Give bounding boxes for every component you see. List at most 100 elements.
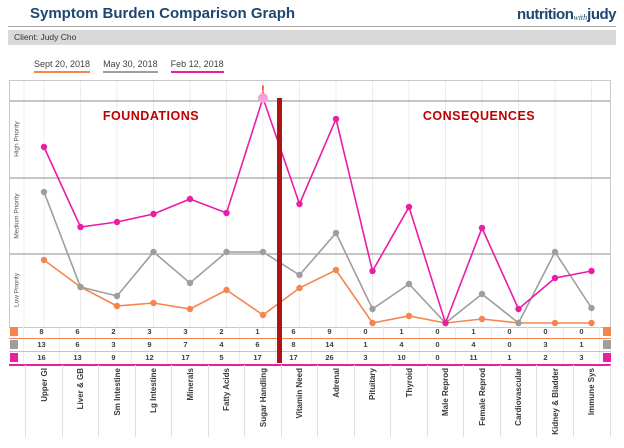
axis-label: Sm Intestine — [112, 368, 122, 416]
value-cell: 6 — [239, 339, 275, 351]
axis-cell: Vitamin Need — [280, 365, 318, 437]
value-cell: 17 — [167, 352, 203, 364]
row-color-swatch — [10, 327, 18, 336]
axis-cell: Immune Sys — [572, 365, 611, 437]
value-cell: 12 — [131, 352, 167, 364]
axis-cell: Male Reprod — [426, 365, 464, 437]
axis-label: Immune Sys — [587, 368, 596, 416]
page-title: Symptom Burden Comparison Graph — [30, 5, 296, 22]
axis-label: Cardiovascular — [514, 368, 523, 426]
value-cell: 6 — [275, 326, 311, 338]
value-cell: 0 — [491, 326, 527, 338]
value-cell: 13 — [23, 339, 59, 351]
axis-cell: Sugar Handling — [244, 365, 281, 437]
value-cell: 1 — [347, 339, 383, 351]
row-color-swatch — [603, 327, 611, 336]
value-cell: 13 — [59, 352, 95, 364]
chart-svg: ! — [10, 81, 610, 327]
nutrition-with-judy-logo: nutritionwithjudy — [517, 6, 616, 24]
axis-cell: Fatty Acids — [207, 365, 245, 437]
value-cell: 3 — [563, 352, 600, 364]
axis-cell: Female Reprod — [463, 365, 500, 437]
table-cells: 16 13 9 12 17 5 17 17 26 3 10 0 11 1 2 3 — [23, 352, 600, 364]
value-cell: 0 — [347, 326, 383, 338]
value-cell: 0 — [419, 326, 455, 338]
row-color-swatch — [10, 340, 18, 349]
axis-cell: Thyroid — [390, 365, 427, 437]
value-cell: 7 — [167, 339, 203, 351]
legend-item-may: May 30, 2018 — [103, 59, 158, 73]
axis-label: Minerals — [185, 368, 195, 401]
y-band-label-medium: Medium Priority — [13, 193, 21, 239]
axis-cell: Cardiovascular — [499, 365, 537, 437]
row-color-swatch — [10, 353, 18, 362]
value-cell: 2 — [203, 326, 239, 338]
value-cell: 2 — [95, 326, 131, 338]
axis-cell: Lg Intestine — [134, 365, 172, 437]
value-cell: 3 — [167, 326, 203, 338]
value-cell: 4 — [203, 339, 239, 351]
value-cell: 14 — [311, 339, 347, 351]
axis-label: Vitamin Need — [295, 368, 304, 419]
value-cell: 1 — [491, 352, 527, 364]
value-cell: 16 — [23, 352, 59, 364]
value-cell: 3 — [347, 352, 383, 364]
table-cells: 13 6 3 9 7 4 6 8 14 1 4 0 4 0 3 1 — [23, 339, 600, 351]
axis-label: Upper GI — [39, 368, 49, 402]
value-cell: 17 — [275, 352, 311, 364]
value-cell: 6 — [59, 326, 95, 338]
value-table: 8 6 2 3 3 2 1 6 9 0 1 0 1 0 0 0 13 6 3 9 7 4 6 8 14 1 4 0 4 0 3 1 16 13 9 1… — [9, 326, 611, 366]
value-cell: 11 — [455, 352, 491, 364]
foundations-consequences-divider — [277, 98, 282, 363]
axis-label: Liver & GB — [76, 368, 85, 410]
value-cell: 9 — [131, 339, 167, 351]
series-0 — [40, 256, 595, 327]
value-cell: 4 — [383, 339, 419, 351]
value-cell: 9 — [95, 352, 131, 364]
value-cell: 1 — [455, 326, 491, 338]
value-cell: 0 — [527, 326, 563, 338]
value-cell: 8 — [275, 339, 311, 351]
axis-cell: Pituitary — [353, 365, 391, 437]
table-row-2: 16 13 9 12 17 5 17 17 26 3 10 0 11 1 2 3 — [9, 352, 611, 366]
axis-label: Thyroid — [404, 368, 414, 398]
value-cell: 0 — [419, 339, 455, 351]
y-band-label-low: Low Priority — [13, 273, 21, 307]
row-color-swatch — [603, 340, 611, 349]
value-cell: 1 — [239, 326, 275, 338]
chart-plot-area: ! High Priority Medium Priority Low Prio… — [9, 80, 611, 328]
client-bar: Client: Judy Cho — [8, 30, 616, 45]
axis-label: Sugar Handling — [258, 368, 268, 428]
legend-item-sept: Sept 20, 2018 — [34, 59, 91, 73]
logo-word-with: with — [573, 13, 588, 22]
axis-cell: Adrenal — [317, 365, 354, 437]
axis-cell: Kidney & Bladder — [536, 365, 573, 437]
axis-cell: Sm Intestine — [98, 365, 135, 437]
value-cell: 3 — [527, 339, 563, 351]
value-cell: 1 — [383, 326, 419, 338]
value-cell: 26 — [311, 352, 347, 364]
axis-cell: Minerals — [171, 365, 208, 437]
axis-label: Lg Intestine — [149, 368, 158, 413]
value-cell: 3 — [95, 339, 131, 351]
value-cell: 17 — [239, 352, 275, 364]
value-cell: 8 — [23, 326, 59, 338]
alert-highlight-point — [258, 93, 268, 103]
value-cell: 5 — [203, 352, 239, 364]
section-label-consequences: CONSEQUENCES — [422, 109, 536, 123]
value-cell: 9 — [311, 326, 347, 338]
axis-label: Male Reprod — [441, 368, 450, 417]
section-label-foundations: FOUNDATIONS — [102, 109, 200, 123]
row-color-swatch — [603, 353, 611, 362]
axis-label: Female Reprod — [477, 368, 487, 426]
value-cell: 6 — [59, 339, 95, 351]
table-row-1: 13 6 3 9 7 4 6 8 14 1 4 0 4 0 3 1 — [9, 339, 611, 352]
chart-legend: Sept 20, 2018 May 30, 2018 Feb 12, 2018 — [34, 59, 224, 73]
axis-label: Kidney & Bladder — [550, 368, 560, 435]
value-cell: 10 — [383, 352, 419, 364]
value-cell: 3 — [131, 326, 167, 338]
series-2 — [40, 93, 595, 327]
axis-cell: Liver & GB — [61, 365, 99, 437]
